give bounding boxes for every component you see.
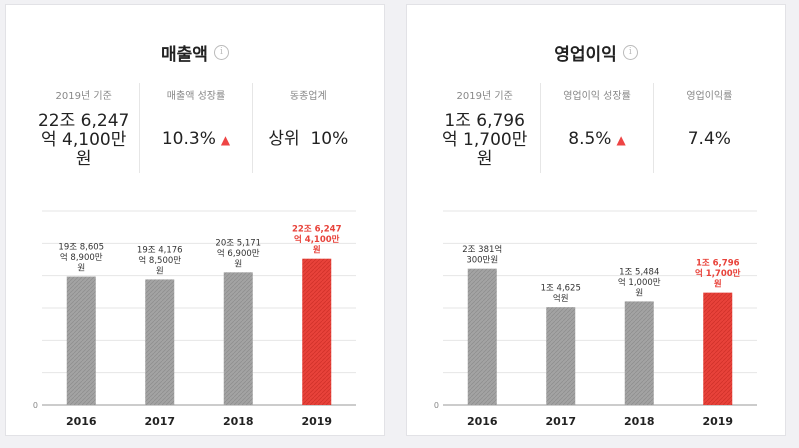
data-label: 억 6,900만 [217,248,260,259]
x-tick-label: 2016 [66,415,97,428]
data-label: 19조 8,605 [58,243,104,253]
stat-base-year: 2019년 기준 1조 6,796 억 1,700만 원 [429,83,540,173]
stat-label: 동종업계 [289,91,327,102]
bar-2019[interactable] [703,292,733,405]
data-label: 22조 6,247 [292,225,342,235]
stat-label: 영업이익률 [686,91,733,102]
x-tick-label: 2017 [545,415,576,428]
info-icon[interactable]: i [622,45,638,60]
data-label: 원 [714,279,722,290]
data-label: 1조 5,484 [619,267,659,277]
stat-value: 1조 6,796 억 1,700만 원 [441,111,528,169]
data-label: 원 [156,266,164,276]
bar-2019[interactable] [302,258,332,405]
data-label: 300만원 [466,256,498,266]
stats-row: 2019년 기준 22조 6,247 억 4,100만 원 매출액 성장률 10… [28,83,364,173]
stats-row: 2019년 기준 1조 6,796 억 1,700만 원 영업이익 성장률 8.… [429,83,765,173]
data-label: 20조 5,171 [215,238,261,248]
bar-2018[interactable] [624,301,654,405]
data-label: 원 [77,264,85,274]
stat-value: 상위 10% [268,129,349,149]
x-tick-label: 2018 [624,415,655,428]
data-label: 원 [234,259,242,269]
info-icon[interactable]: i [213,45,229,60]
triangle-up-icon: ▲ [220,133,231,147]
stat-growth: 영업이익 성장률 8.5% ▲ [540,83,652,173]
operating-profit-card: 영업이익 i 2019년 기준 1조 6,796 억 1,700만 원 영업이익 … [406,4,786,436]
stat-growth: 매출액 성장률 10.3% ▲ [139,83,251,173]
y-tick-label: 0 [33,401,38,410]
card-title: 영업이익 [554,45,617,65]
stat-value: 7.4% [687,129,731,149]
stat-label: 영업이익 성장률 [563,91,631,102]
data-label: 억 8,900만 [60,252,103,263]
stat-industry: 동종업계 상위 10% [251,83,364,173]
stat-label: 매출액 성장률 [166,91,226,102]
triangle-up-icon: ▲ [616,133,626,147]
stat-label: 2019년 기준 [55,91,112,102]
stat-value: 8.5% ▲ [568,129,626,149]
data-label: 1조 6,796 [696,259,740,269]
bar-2016[interactable] [66,276,96,405]
stat-base-year: 2019년 기준 22조 6,247 억 4,100만 원 [28,83,139,173]
x-tick-label: 2017 [144,415,175,428]
card-title: 매출액 [161,45,208,65]
bar-2018[interactable] [223,272,253,405]
x-tick-label: 2016 [467,415,498,428]
data-label: 원 [313,245,321,256]
stat-label: 2019년 기준 [456,91,513,102]
data-label: 억 4,100만 [294,234,340,245]
data-label: 19조 4,176 [137,245,183,255]
bar-2017[interactable] [546,307,576,405]
data-label: 억원 [553,293,569,304]
revenue-card: 매출액 i 2019년 기준 22조 6,247 억 4,100만 원 매출액 성… [5,4,385,436]
bar-2016[interactable] [467,268,497,405]
data-label: 1조 4,625 [541,284,581,294]
data-label: 2조 381억 [462,244,502,255]
stat-margin: 영업이익률 7.4% [652,83,765,173]
data-label: 원 [635,288,643,298]
bar-2017[interactable] [145,279,175,405]
y-tick-label: 0 [434,401,439,410]
data-label: 억 1,700만 [695,268,741,279]
stat-value: 22조 6,247 억 4,100만 원 [37,111,130,169]
x-tick-label: 2019 [301,415,332,428]
data-label: 억 8,500만 [138,255,181,266]
data-label: 억 1,000만 [618,277,661,288]
stat-value: 10.3% ▲ [161,129,231,149]
x-tick-label: 2019 [702,415,733,428]
x-tick-label: 2018 [223,415,254,428]
